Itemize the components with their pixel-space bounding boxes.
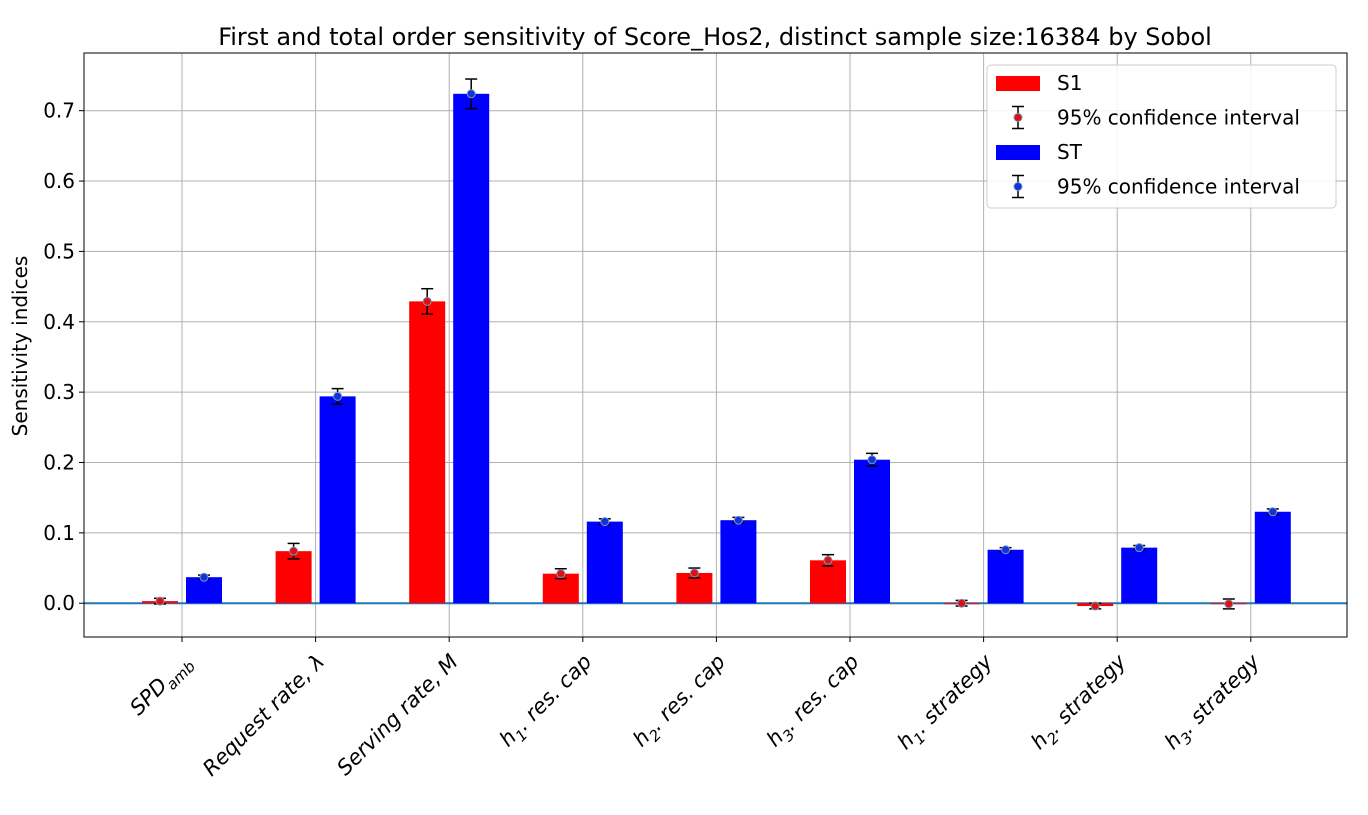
bar-st: [720, 520, 757, 604]
legend-swatch-s1: [996, 76, 1040, 91]
legend-box: [986, 64, 1337, 209]
y-tick-label: 0.2: [43, 451, 75, 475]
legend-swatch-st: [996, 145, 1040, 160]
bar-st: [1254, 511, 1291, 604]
point-st: [333, 391, 343, 401]
bar-st: [586, 521, 623, 604]
y-tick-label: 0.3: [43, 380, 75, 404]
point-st: [466, 89, 476, 99]
x-tick-label: h3. res. cap: [762, 650, 867, 755]
x-tick-label-suffix: . strategy: [1176, 649, 1265, 738]
y-tick-label: 0.7: [43, 99, 75, 123]
bar-s1: [810, 560, 846, 604]
legend-marker: [1013, 182, 1023, 191]
x-tick-label-suffix: . res. cap: [511, 650, 597, 736]
x-tick-label-main: Request rate, λ: [198, 650, 329, 781]
legend-marker: [1013, 113, 1023, 122]
chart-title: First and total order sensitivity of Sco…: [218, 23, 1212, 51]
x-tick-label: h1. strategy: [893, 649, 1001, 757]
y-axis-label: Sensitivity indices: [8, 256, 32, 437]
point-st: [1134, 543, 1144, 553]
x-tick-label: h2. res. cap: [628, 650, 733, 755]
y-tick-label: 0.5: [43, 239, 75, 263]
bars: [142, 93, 1291, 607]
x-tick-label-suffix: . strategy: [1042, 649, 1131, 738]
legend-label: S1: [1057, 71, 1082, 95]
bar-st: [987, 549, 1024, 604]
point-s1: [1224, 599, 1234, 609]
x-tick-label: h2. strategy: [1026, 649, 1134, 757]
legend-label: ST: [1057, 140, 1083, 164]
point-st: [1001, 545, 1011, 555]
grid-lines: [84, 53, 1347, 637]
legend: S1 95% confidence interval ST 95% confidenc…: [986, 64, 1337, 209]
point-s1: [556, 569, 566, 579]
bar-s1: [409, 301, 446, 604]
point-s1: [155, 596, 165, 606]
bar-st: [854, 459, 890, 604]
bar-st: [1121, 547, 1158, 604]
point-st: [600, 517, 610, 527]
plot-frame: [83, 52, 1348, 638]
x-tick-label: SPDamb: [125, 650, 199, 724]
y-tick-label: 0.4: [43, 310, 75, 334]
point-s1: [289, 546, 299, 556]
x-tick-label: Request rate, λ: [198, 650, 329, 781]
point-s1: [957, 598, 967, 608]
y-axis-ticks: 0.0 0.1 0.2 0.3 0.4 0.5 0.6 0.7: [43, 99, 84, 615]
legend-label: 95% confidence interval: [1057, 175, 1300, 199]
bar-s1: [275, 551, 312, 604]
x-tick-label: Serving rate, M: [332, 650, 463, 781]
point-s1: [422, 296, 432, 306]
point-st: [1268, 507, 1278, 517]
point-st: [867, 455, 877, 465]
y-tick-label: 0.1: [43, 521, 75, 545]
x-tick-label-suffix: . strategy: [909, 649, 998, 738]
error-bars: [154, 78, 1279, 611]
point-s1: [689, 568, 699, 578]
y-tick-label: 0.0: [43, 591, 75, 615]
x-tick-label-main: Serving rate, M: [332, 650, 463, 781]
y-tick-label: 0.6: [43, 169, 75, 193]
point-st: [199, 572, 209, 582]
point-s1: [1090, 601, 1100, 611]
x-tick-label-suffix: . res. cap: [778, 650, 864, 736]
x-tick-label: h1. res. cap: [495, 650, 600, 755]
legend-label: 95% confidence interval: [1057, 106, 1300, 130]
bar-st: [453, 93, 490, 604]
bar-st: [319, 396, 356, 604]
x-tick-label: h3. strategy: [1160, 649, 1268, 757]
x-tick-label-suffix: . res. cap: [644, 650, 730, 736]
point-s1: [823, 555, 833, 565]
point-st: [733, 515, 743, 525]
